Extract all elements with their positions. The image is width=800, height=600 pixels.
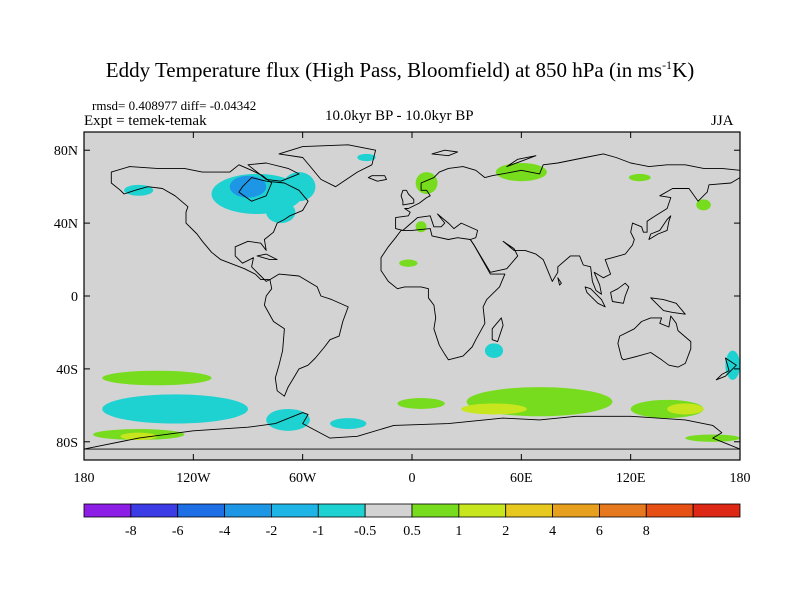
season-label: JJA: [711, 113, 734, 129]
region-iberia-positive: [415, 221, 427, 233]
colorbar-swatch: [692, 503, 741, 518]
x-tick-label: 0: [409, 471, 416, 486]
region-pacific-nw-positive: [696, 199, 711, 211]
y-axis-ticks: 80N 40N 0 40S 80S: [54, 144, 740, 451]
region-madagascar-negative: [484, 343, 504, 358]
colorbar-swatch: [364, 503, 413, 518]
title-suffix: K): [672, 58, 695, 82]
region-siberia-east-positive: [628, 173, 651, 182]
x-axis-ticks: 180 120W 60W 0 60E 120E 180: [74, 132, 751, 486]
coastline-svalbard: [431, 149, 459, 157]
region-atlantic-south-negative: [330, 418, 367, 430]
coastline-sri-lanka: [557, 277, 562, 286]
coastline-australia: [617, 315, 692, 368]
coastline-africa: [380, 228, 506, 361]
title-main: Eddy Temperature flux (High Pass, Bloomf…: [105, 58, 663, 82]
stats-line: rmsd= 0.408977 diff= -0.04342: [92, 98, 257, 113]
period-label: 10.0kyr BP - 10.0kyr BP: [325, 108, 474, 124]
coastline-baffin: [247, 162, 300, 182]
region-east-us-negative: [266, 201, 296, 224]
colorbar-label: -0.5: [354, 524, 376, 539]
region-south-atlantic-positive: [397, 398, 445, 409]
coastline-new-guinea: [650, 297, 686, 315]
y-tick-label: 40N: [54, 217, 78, 232]
experiment-label: Expt = temek-temak: [84, 113, 207, 129]
region-pacific-south-negative: [102, 394, 248, 424]
region-antarctic-coast-core: [120, 432, 157, 440]
colorbar-label: -2: [266, 524, 278, 539]
colorbar-swatch: [130, 503, 179, 518]
colorbar: -8 -6 -4 -2 -1 -0.5 0.5 1 2 4 6 8: [83, 503, 741, 539]
region-siberia-positive: [495, 162, 547, 182]
colorbar-label: 1: [455, 524, 462, 539]
region-drake-negative: [266, 408, 310, 431]
colorbar-label: 8: [643, 524, 650, 539]
colorbar-label: 2: [502, 524, 509, 539]
coastline-antarctica: [84, 412, 740, 450]
region-north-atlantic-negative: [357, 153, 376, 162]
x-tick-label: 60W: [289, 471, 317, 486]
colorbar-label: 6: [596, 524, 603, 539]
coastline-novaya-zemlya: [506, 155, 537, 168]
coastlines: [84, 144, 740, 450]
colorbar-label: 0.5: [403, 524, 421, 539]
x-tick-label: 120W: [176, 471, 211, 486]
coastline-south-america: [263, 273, 349, 397]
colorbar-label: -1: [312, 524, 324, 539]
colorbar-swatch: [177, 503, 225, 518]
coastline-greenland: [278, 144, 377, 188]
y-tick-label: 0: [71, 290, 78, 305]
colorbar-label: -6: [172, 524, 184, 539]
region-south-indian-core: [461, 403, 527, 415]
plot-title: Eddy Temperature flux (High Pass, Bloomf…: [0, 58, 800, 83]
x-tick-label: 60E: [510, 471, 533, 486]
colorbar-swatch: [411, 503, 460, 518]
y-tick-label: 80N: [54, 144, 78, 159]
x-tick-label: 180: [730, 471, 751, 486]
coastline-north-america: [110, 164, 309, 282]
colorbar-swatch: [317, 503, 366, 518]
coastline-iceland: [367, 175, 387, 182]
region-labrador-negative: [282, 172, 316, 202]
y-tick-label: 40S: [56, 363, 78, 378]
coastline-madagascar: [491, 317, 504, 343]
coastline-borneo: [610, 282, 630, 304]
colorbar-swatch: [224, 503, 272, 518]
colorbar-swatch: [645, 503, 694, 518]
region-pacific-south-positive: [102, 370, 212, 386]
region-hudson-negative-core: [229, 175, 267, 198]
coastline-new-zealand: [715, 357, 737, 381]
colorbar-swatch: [599, 503, 647, 518]
region-australia-south-core: [667, 403, 704, 415]
x-tick-label: 180: [74, 471, 95, 486]
colorbar-swatch: [271, 503, 319, 518]
colorbar-label: -4: [219, 524, 231, 539]
colorbar-swatch: [505, 503, 553, 518]
colorbar-swatch: [552, 503, 600, 518]
title-superscript: -1: [662, 58, 673, 72]
colorbar-label: -8: [125, 524, 137, 539]
colorbar-label: 4: [549, 524, 556, 539]
colorbar-swatch: [458, 503, 507, 518]
region-sahel-positive: [399, 259, 418, 267]
coastline-great-britain: [400, 189, 415, 206]
y-tick-label: 80S: [56, 436, 78, 451]
coastline-cuba: [256, 253, 278, 261]
x-tick-label: 120E: [616, 471, 646, 486]
coastline-japan: [648, 215, 672, 240]
colorbar-swatch: [83, 503, 132, 518]
coastline-sumatra: [584, 286, 606, 308]
